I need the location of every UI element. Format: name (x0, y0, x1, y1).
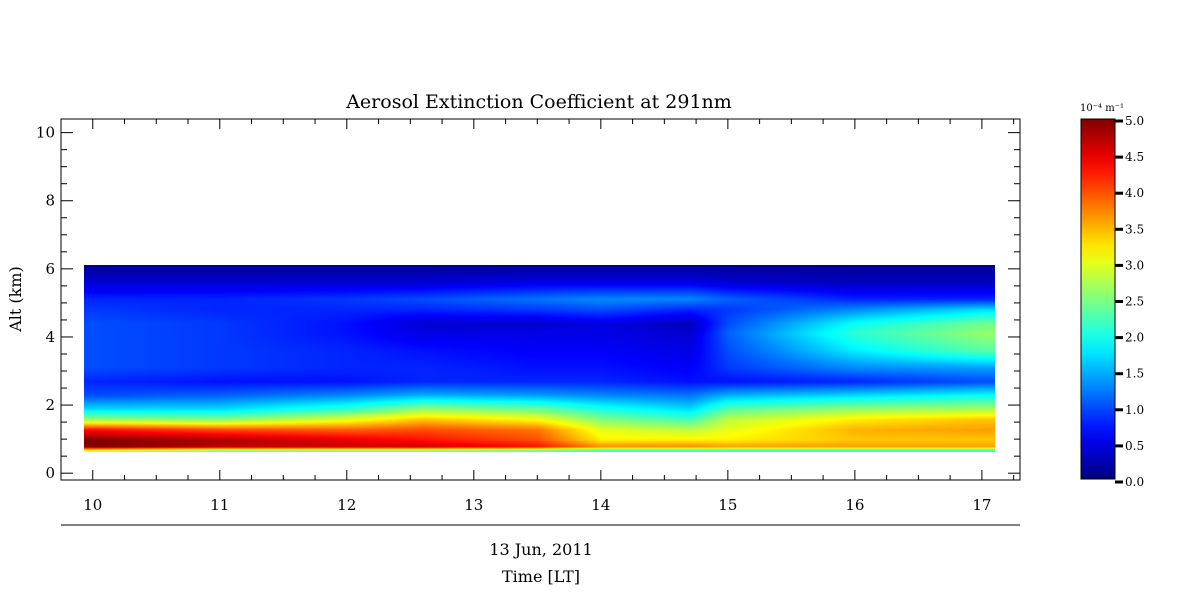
x-tick-label: 17 (972, 496, 991, 514)
colorbar-tick-label: 5.0 (1125, 114, 1144, 128)
y-tick-label: 6 (45, 260, 55, 278)
colorbar-tick-label: 3.0 (1125, 258, 1144, 272)
colorbar-tick-label: 2.0 (1125, 331, 1144, 345)
x-tick-label: 11 (210, 496, 229, 514)
colorbar-unit-label: 10⁻⁴ m⁻¹ (1080, 103, 1124, 114)
colorbar-tick-label: 0.0 (1125, 475, 1144, 489)
y-axis-ticks: 0 2 4 6 8 10 (36, 124, 1020, 482)
x-tick-label: 13 (464, 496, 483, 514)
x-tick-label: 14 (591, 496, 610, 514)
colorbar-ticks: 0.0 0.5 1.0 1.5 2.0 2.5 3.0 3.5 4.0 4.5 5.0 (1115, 114, 1144, 489)
y-tick-label: 8 (45, 192, 55, 210)
y-tick-label: 2 (45, 396, 55, 414)
plot-frame (60, 118, 1021, 481)
x-tick-label: 12 (337, 496, 356, 514)
y-tick-label: 4 (45, 328, 55, 346)
colorbar-tick-label: 4.5 (1125, 150, 1144, 164)
x-axis-ticks: 10 11 12 13 14 15 16 17 (60, 119, 1015, 514)
colorbar (1080, 118, 1116, 480)
y-tick-label: 10 (36, 124, 55, 142)
colorbar-tick-label: 3.5 (1125, 222, 1144, 236)
colorbar-tick-label: 2.5 (1125, 295, 1144, 309)
colorbar-tick-label: 1.0 (1125, 403, 1144, 417)
chart-title: Aerosol Extinction Coefficient at 291nm (345, 91, 732, 113)
x-tick-label: 10 (83, 496, 102, 514)
date-label: 13 Jun, 2011 (489, 540, 592, 559)
heatmap-area (84, 265, 995, 452)
colorbar-tick-label: 4.0 (1125, 186, 1144, 200)
x-axis-label: Time [LT] (502, 567, 580, 586)
x-tick-label: 16 (845, 496, 864, 514)
y-axis-label: Alt (km) (6, 266, 25, 333)
x-tick-label: 15 (718, 496, 737, 514)
y-tick-label: 0 (45, 464, 55, 482)
colorbar-tick-label: 1.5 (1125, 367, 1144, 381)
colorbar-tick-label: 0.5 (1125, 439, 1144, 453)
